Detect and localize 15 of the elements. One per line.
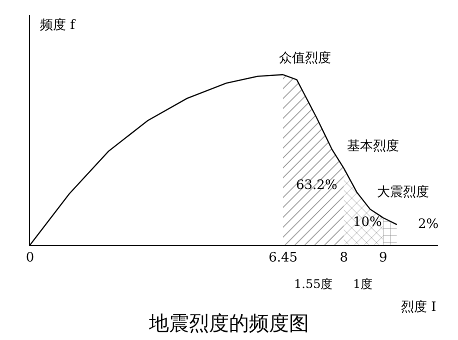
x-axis-title: 烈度 I <box>401 299 436 315</box>
x-tick-label: 9 <box>378 250 388 266</box>
text: 1度 <box>353 277 373 291</box>
x-tick-label: 0 <box>26 250 34 266</box>
x-tick-label: 8 <box>340 250 348 266</box>
text: 众值烈度 <box>279 50 331 66</box>
y-axis-title: 频度 f <box>40 17 76 33</box>
annotation: 大震烈度 <box>377 184 429 200</box>
x-tick-label: 6.45 <box>268 250 298 266</box>
annotation: 63.2% <box>296 178 338 193</box>
text: 1.55度 <box>294 277 333 291</box>
annotation: 基本烈度 <box>347 138 399 154</box>
annotation: 10% <box>353 215 382 230</box>
annotation: 2% <box>418 217 439 232</box>
text: 地震烈度的频度图 <box>148 310 309 335</box>
